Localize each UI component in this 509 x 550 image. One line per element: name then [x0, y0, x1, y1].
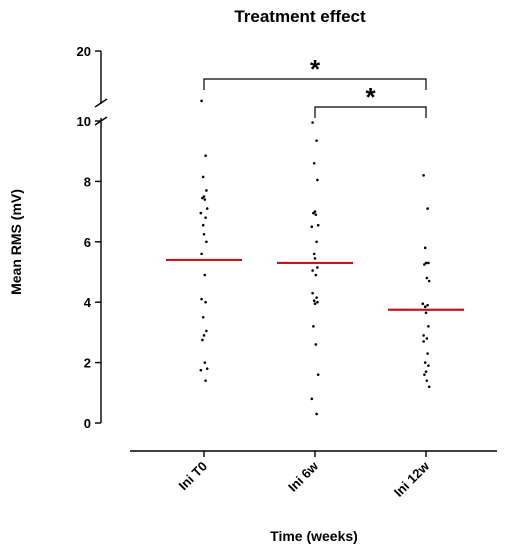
data-point: [205, 329, 208, 333]
y-tick-label: 2: [84, 356, 91, 371]
significance-brackets: **: [203, 54, 427, 118]
y-tick-label: 4: [84, 295, 92, 310]
data-point: [422, 340, 425, 343]
data-point: [202, 232, 206, 236]
data-point: [314, 273, 318, 277]
data-point: [423, 305, 427, 309]
mean-lines: [166, 258, 464, 311]
data-point: [316, 178, 319, 182]
data-point: [311, 269, 314, 272]
axis-break-mark: [94, 98, 108, 108]
data-point: [311, 291, 314, 295]
data-point: [424, 311, 428, 315]
data-point: [314, 343, 318, 346]
data-point: [421, 302, 425, 306]
data-point: [200, 99, 203, 103]
data-point: [312, 252, 316, 256]
data-point: [203, 198, 207, 201]
data-point: [311, 121, 314, 124]
data-point: [202, 334, 206, 337]
data-point: [201, 316, 205, 319]
data-point: [310, 225, 314, 228]
x-tick-label: Ini 12w: [391, 458, 433, 500]
data-point: [205, 189, 208, 192]
y-tick-label: 6: [84, 235, 91, 250]
data-point: [315, 296, 318, 299]
data-point: [316, 223, 320, 227]
x-axis-label: Time (weeks): [270, 528, 358, 544]
data-point: [316, 373, 320, 376]
data-point: [199, 211, 203, 215]
significance-marker: *: [310, 54, 321, 84]
data-point: [204, 300, 207, 304]
y-tick-label: 8: [84, 174, 91, 189]
y-axis-label: Mean RMS (mV): [8, 189, 24, 295]
data-point: [315, 240, 318, 244]
data-point: [316, 300, 319, 304]
data-point: [310, 397, 314, 401]
data-point: [426, 352, 429, 355]
x-tick-label: Ini T0: [176, 459, 211, 494]
data-point: [424, 370, 428, 373]
data-point: [201, 196, 204, 200]
data-point: [313, 257, 317, 260]
data-point: [427, 385, 431, 389]
data-point: [314, 213, 318, 216]
data-point: [201, 338, 204, 342]
data-point: [203, 273, 207, 277]
data-point: [313, 302, 317, 306]
data-point: [423, 373, 426, 376]
data-point: [205, 240, 208, 244]
data-point: [204, 379, 207, 383]
significance-bracket: [203, 78, 427, 90]
data-point: [200, 297, 203, 301]
data-point: [200, 252, 203, 256]
significance-marker: *: [365, 82, 376, 112]
data-point: [312, 325, 315, 328]
significance-bracket: [314, 106, 427, 118]
data-point: [204, 216, 207, 219]
chart-title: Treatment effect: [234, 7, 366, 26]
data-point: [425, 379, 429, 383]
data-point: [427, 279, 431, 283]
data-point: [315, 139, 318, 142]
data-point: [205, 367, 209, 370]
data-point: [425, 337, 429, 340]
y-tick-label: 10: [77, 114, 91, 129]
y-tick-label: 20: [77, 44, 91, 59]
data-point: [427, 261, 430, 265]
data-point: [423, 361, 427, 364]
data-points: [199, 99, 431, 416]
data-point: [315, 412, 318, 416]
data-point: [422, 334, 425, 337]
x-tick-label: Ini 6w: [285, 458, 322, 495]
data-point: [426, 303, 429, 307]
data-point: [423, 246, 427, 250]
data-point: [201, 223, 205, 227]
data-point: [199, 368, 203, 372]
data-point: [203, 361, 207, 364]
data-point: [205, 207, 209, 210]
y-tick-label: 0: [84, 416, 91, 431]
axes: 0 2 4 6 8 10 20 Ini T0 Ini 6w Ini 12w: [77, 44, 497, 500]
data-point: [427, 364, 430, 367]
data-point: [427, 325, 430, 328]
data-point: [204, 154, 207, 158]
data-point: [425, 276, 429, 280]
data-point: [422, 174, 425, 177]
data-point: [316, 266, 319, 269]
data-point: [312, 299, 316, 302]
data-point: [423, 263, 426, 266]
data-point: [312, 161, 316, 165]
data-point: [312, 211, 315, 215]
data-point: [201, 175, 205, 179]
data-point: [426, 207, 429, 210]
